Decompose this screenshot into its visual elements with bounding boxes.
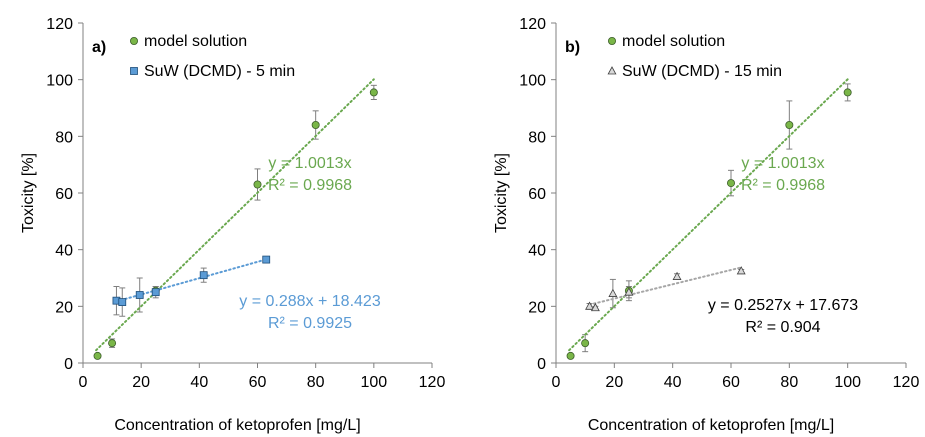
data-point-model (581, 339, 590, 348)
x-tick-label: 20 (132, 374, 150, 391)
data-point-model (108, 339, 117, 348)
trendline-r2: R² = 0.904 (745, 319, 820, 336)
trendline-model (568, 78, 849, 352)
data-point-suw (199, 271, 208, 280)
trendline-equation: y = 0.2527x + 17.673 (708, 297, 858, 314)
data-point-model (369, 88, 378, 97)
data-point-suw (118, 298, 127, 306)
y-axis: 0 20 40 60 80 100 120 Toxicity [%] (493, 16, 557, 373)
x-tick-label: 80 (307, 374, 325, 391)
trendline-model (95, 78, 375, 352)
y-tick-label: 40 (528, 243, 546, 260)
data-point-model (253, 180, 262, 189)
data-point-model (785, 121, 794, 130)
legend-marker-suw (607, 66, 617, 75)
legend-marker-suw (130, 67, 138, 75)
data-point-suw (608, 288, 618, 297)
legend-label-suw: SuW (DCMD) - 5 min (144, 63, 295, 80)
y-tick-label: 40 (55, 243, 73, 260)
x-tick-label: 120 (419, 374, 446, 391)
legend-label-suw: SuW (DCMD) - 15 min (622, 63, 782, 80)
data-point-suw (672, 271, 682, 280)
data-point-model (93, 351, 102, 360)
trendlines (568, 78, 849, 352)
x-tick-label: 20 (605, 374, 623, 391)
trendline-r2: R² = 0.9968 (268, 177, 352, 194)
data-point-model (566, 351, 575, 360)
data-point-model (843, 88, 852, 97)
trendline-r2: R² = 0.9925 (268, 315, 352, 332)
trendline-equation: y = 1.0013x (268, 155, 351, 172)
annotations: y = 1.0013x R² = 0.9968 y = 0.2527x + 17.6… (708, 155, 858, 336)
y-tick-label: 0 (537, 356, 546, 373)
legend-label-model: model solution (144, 33, 247, 50)
x-tick-label: 40 (190, 374, 208, 391)
data-point-suw (585, 301, 595, 310)
trendlines (95, 78, 375, 352)
data-point-suw (262, 255, 271, 264)
markers (93, 88, 378, 360)
x-tick-label: 60 (722, 374, 740, 391)
y-tick-label: 20 (528, 299, 546, 316)
data-point-suw (590, 302, 600, 312)
plot-area: b) (565, 39, 580, 56)
y-tick-label: 60 (528, 186, 546, 203)
x-tick-label: 80 (780, 374, 798, 391)
markers (566, 88, 852, 360)
y-tick-label: 20 (55, 299, 73, 316)
chart-panel-a: a) 0 20 40 60 80 100 120 Concentration of ketop… (20, 16, 446, 434)
trendline-equation: y = 1.0013x (741, 155, 824, 172)
data-point-suw (151, 288, 160, 297)
y-tick-label: 0 (64, 356, 73, 373)
legend-label-model: model solution (622, 33, 725, 50)
data-point-suw (736, 266, 746, 275)
legend: model solution SuW (DCMD) - 15 min (607, 33, 782, 80)
x-axis-title: Concentration of ketoprofen [mg/L] (588, 417, 834, 434)
trendline-r2: R² = 0.9968 (741, 177, 825, 194)
legend-marker-model (129, 37, 138, 46)
x-tick-label: 100 (834, 374, 861, 391)
x-tick-label: 0 (79, 374, 88, 391)
x-axis-title: Concentration of ketoprofen [mg/L] (114, 417, 360, 434)
x-tick-label: 100 (360, 374, 387, 391)
y-tick-label: 60 (55, 186, 73, 203)
y-axis-title: Toxicity [%] (493, 153, 510, 233)
y-tick-label: 100 (46, 73, 73, 90)
x-tick-label: 0 (552, 374, 561, 391)
y-tick-label: 100 (519, 73, 546, 90)
x-axis: 0 20 40 60 80 100 120 Concentration of ketoprof… (79, 362, 446, 434)
y-tick-label: 120 (519, 16, 546, 33)
data-point-suw (624, 287, 634, 296)
data-point-model (311, 121, 320, 130)
panel-label: b) (565, 39, 580, 56)
trendline-suw (115, 258, 268, 303)
y-axis-title: Toxicity [%] (20, 153, 37, 233)
data-point-suw (135, 291, 144, 299)
y-tick-label: 120 (46, 16, 73, 33)
plot-area: a) (92, 39, 106, 56)
x-axis: 0 20 40 60 80 100 120 Concentration of ketoprof… (552, 362, 920, 434)
x-tick-label: 40 (664, 374, 682, 391)
y-tick-label: 80 (528, 129, 546, 146)
trendline-equation: y = 0.288x + 18.423 (239, 293, 381, 310)
chart-panel-b: b) 0 20 40 60 80 100 120 Concentration of ketop… (493, 16, 920, 434)
annotations: y = 1.0013x R² = 0.9968 y = 0.288x + 18.42… (239, 155, 381, 332)
legend: model solution SuW (DCMD) - 5 min (129, 33, 295, 80)
trendline-suw (588, 266, 743, 306)
x-tick-label: 60 (249, 374, 267, 391)
y-tick-label: 80 (55, 129, 73, 146)
y-axis: 0 20 40 60 80 100 120 Toxicity [%] (20, 16, 84, 373)
panel-label: a) (92, 39, 106, 56)
data-point-model (726, 179, 735, 188)
legend-marker-model (607, 37, 616, 46)
x-tick-label: 120 (893, 374, 920, 391)
